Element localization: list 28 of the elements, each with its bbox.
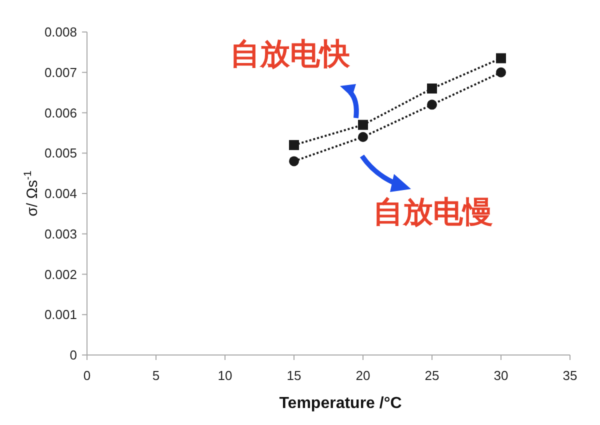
point xyxy=(358,120,368,130)
y-tick-label: 0.001 xyxy=(44,307,77,322)
annotation: 自放电快 xyxy=(230,38,351,71)
x-tick-label: 35 xyxy=(562,368,578,383)
point xyxy=(289,156,299,166)
point xyxy=(496,53,506,64)
y-tick-label: 0.003 xyxy=(44,226,77,242)
y-tick-label: 0.007 xyxy=(44,64,77,80)
x-axis-title: Temperature /°C xyxy=(279,395,402,412)
y-tick-label: 0.006 xyxy=(44,105,77,120)
x-tick-label: 25 xyxy=(424,368,440,383)
x-tick-label: 20 xyxy=(356,368,370,383)
x-tick-label: 15 xyxy=(286,368,302,383)
point xyxy=(289,140,299,150)
x-tick-label: 5 xyxy=(152,368,160,383)
point xyxy=(427,100,437,110)
point xyxy=(427,84,437,94)
y-tick-label: 0.002 xyxy=(44,266,77,282)
y-tick-label: 0.008 xyxy=(44,24,77,40)
x-tick-label: 30 xyxy=(494,368,508,383)
x-tick-label: 10 xyxy=(218,368,232,383)
point xyxy=(496,67,506,78)
annotation: 自放电慢 xyxy=(373,196,493,229)
y-tick-label: 0.005 xyxy=(44,146,77,161)
x-tick-label: 0 xyxy=(83,368,91,383)
y-tick-label: 0.004 xyxy=(44,186,77,201)
point xyxy=(358,132,368,142)
y-tick-label: 0 xyxy=(70,348,77,362)
